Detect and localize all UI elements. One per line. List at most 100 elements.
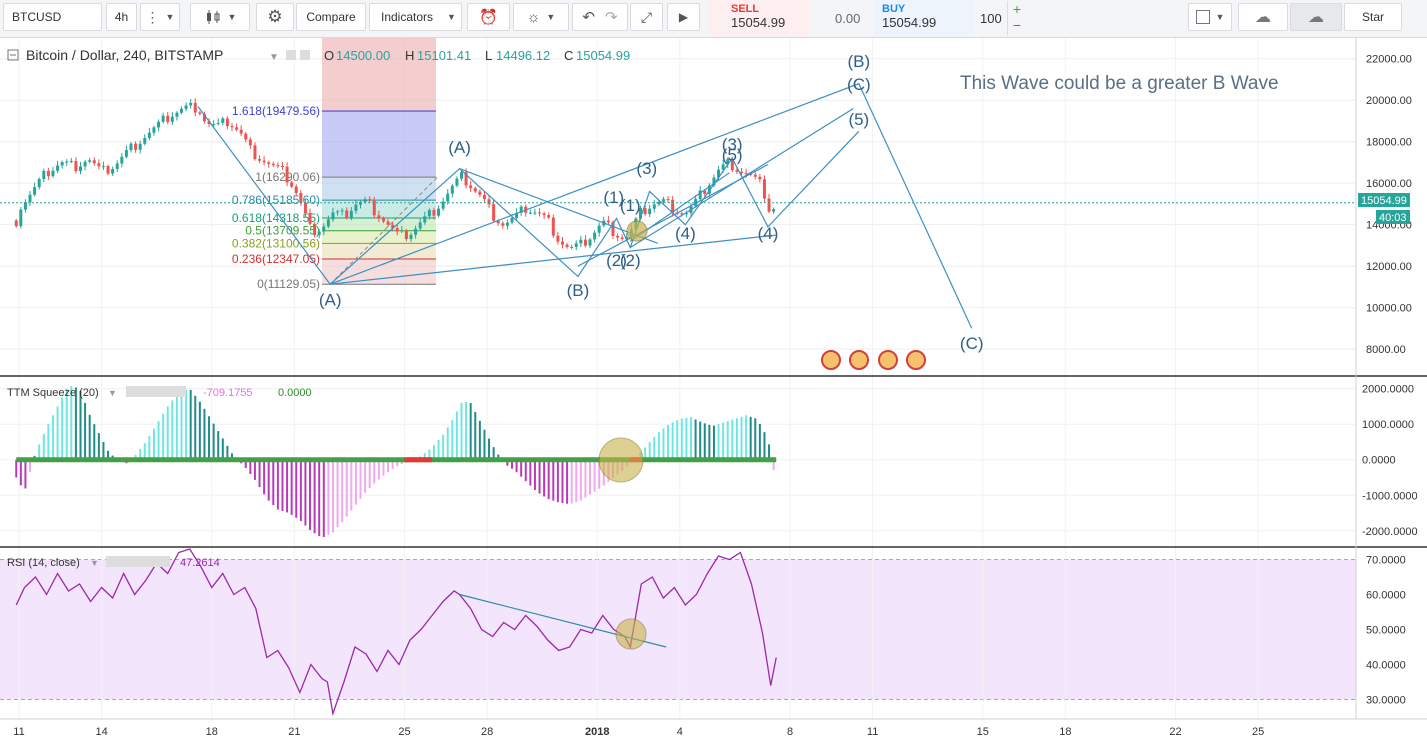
last-price-tag: 15054.99 40:03 (1358, 193, 1410, 224)
candle-body (767, 198, 771, 212)
settings-button[interactable]: ⚙ (256, 3, 294, 31)
candle-body (368, 199, 372, 201)
rsi-tick-label: 70.0000 (1366, 555, 1406, 567)
compare-button[interactable]: Compare (296, 3, 366, 31)
candle-body (533, 212, 537, 214)
color-picker-button[interactable]: ▼ (1188, 3, 1232, 31)
candle-body (134, 143, 138, 150)
theme-button[interactable]: ☼ ▼ (513, 3, 569, 31)
ttm-tick-label: 1000.0000 (1362, 419, 1414, 431)
symbol-search-input[interactable]: BTCUSD (3, 3, 102, 31)
candle-body (129, 143, 133, 151)
candle-body (671, 199, 675, 213)
us-flag-icon[interactable] (906, 350, 926, 370)
eye-icon[interactable] (286, 50, 296, 60)
interval-dropdown[interactable]: ⋮ ▼ (140, 3, 180, 31)
redo-icon[interactable]: ↷ (605, 9, 618, 26)
chevron-down-icon: ▼ (1215, 12, 1225, 22)
candle-body (157, 121, 161, 128)
candle-body (28, 194, 32, 203)
us-flag-icon[interactable] (849, 350, 869, 370)
alert-button[interactable]: ⏰ (467, 3, 510, 31)
candle-body (414, 228, 418, 235)
candle-body (772, 209, 776, 212)
chart-area[interactable]: 1.618(19479.56)1(16290.06)0.786(15185.60… (0, 38, 1427, 739)
time-tick-label: 28 (481, 726, 493, 738)
wave-label: (1) (603, 188, 624, 207)
chart-style-button[interactable]: ▼ (190, 3, 250, 31)
highlight-circle[interactable] (598, 437, 644, 483)
rsi-tick-label: 50.0000 (1366, 625, 1406, 637)
ttm-dropdown-icon[interactable]: ▼ (108, 388, 117, 398)
candle-body (744, 173, 748, 175)
candle-body (395, 228, 399, 232)
candle-body (377, 215, 381, 219)
candle-body (735, 170, 739, 172)
interval-button[interactable]: 4h (106, 3, 137, 31)
rsi-legend-icons[interactable] (106, 556, 170, 567)
candle-body (175, 112, 179, 117)
us-flag-icon[interactable] (821, 350, 841, 370)
candle-body (138, 143, 142, 150)
chevron-down-icon: ▼ (165, 12, 175, 22)
candle-body (88, 160, 92, 162)
save-layout-button[interactable]: ☁ (1290, 3, 1342, 31)
event-flags[interactable] (821, 350, 926, 370)
candle-body (391, 224, 395, 229)
candle-body (597, 225, 601, 233)
wave-label: (1) (620, 196, 641, 215)
candle-body (170, 116, 174, 122)
time-tick-label: 18 (206, 726, 218, 738)
sell-button[interactable]: SELL 15054.99 (709, 0, 809, 36)
candle-body (303, 202, 307, 214)
indicators-button[interactable]: Indicators ▼ (369, 3, 462, 31)
candle-body (331, 212, 335, 220)
candle-body (528, 212, 532, 214)
replay-button[interactable]: ▶ (667, 3, 700, 31)
candle-body (625, 236, 629, 240)
star-button[interactable]: Star (1344, 3, 1402, 31)
candle-body (299, 193, 303, 203)
legend-low: 14496.12 (496, 48, 550, 63)
candle-body (359, 201, 363, 205)
quantity-stepper: + − (1007, 1, 1026, 35)
candle-body (345, 210, 349, 218)
collapse-icon[interactable] (7, 49, 19, 61)
rsi-tick-label: 30.0000 (1366, 695, 1406, 707)
candle-body (455, 178, 459, 186)
legend-dropdown-icon[interactable]: ▼ (269, 52, 279, 63)
ttm-tick-label: -2000.0000 (1362, 526, 1418, 538)
cloud-upload-icon: ☁ (1308, 9, 1324, 26)
highlight-circle[interactable] (615, 618, 647, 650)
last-price-text: 15054.99 (1361, 195, 1407, 207)
load-layout-button[interactable]: ☁ (1238, 3, 1288, 31)
undo-redo-group: ↶ ↷ (572, 3, 628, 31)
wave-label: (4) (758, 224, 779, 243)
candle-body (115, 163, 119, 169)
bulb-icon: ☼ (526, 8, 541, 26)
candle-body (515, 212, 519, 219)
time-tick-label: 11 (867, 726, 878, 738)
legend-open: 14500.00 (336, 48, 390, 63)
candle-body (253, 145, 257, 160)
candle-body (111, 168, 115, 174)
us-flag-icon[interactable] (878, 350, 898, 370)
ttm-legend-icons[interactable] (126, 386, 186, 397)
quantity-increase-button[interactable]: + (1012, 1, 1022, 17)
highlight-circle[interactable] (626, 220, 648, 242)
quantity-input[interactable]: 100 (980, 11, 1002, 26)
time-tick-label: 25 (1252, 726, 1264, 738)
quantity-decrease-button[interactable]: − (1012, 17, 1022, 33)
undo-icon[interactable]: ↶ (582, 9, 595, 26)
candles-icon (206, 10, 220, 24)
settings-icon[interactable] (300, 50, 310, 60)
buy-button[interactable]: BUY 15054.99 (874, 0, 974, 36)
rsi-dropdown-icon[interactable]: ▼ (90, 558, 99, 568)
wave-annotation-text[interactable]: This Wave could be a greater B Wave (960, 73, 1279, 94)
candle-body (60, 162, 64, 166)
fib-time-zone (322, 38, 436, 112)
fullscreen-button[interactable]: ⤢ (630, 3, 663, 31)
candle-body (37, 179, 41, 188)
fib-band (322, 230, 436, 244)
candle-body (574, 243, 578, 247)
